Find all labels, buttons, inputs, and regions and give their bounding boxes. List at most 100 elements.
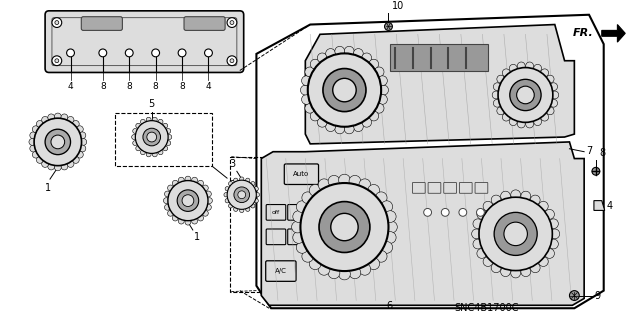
Circle shape: [353, 122, 364, 131]
Circle shape: [385, 232, 396, 243]
FancyBboxPatch shape: [45, 11, 244, 72]
Circle shape: [52, 18, 61, 27]
Circle shape: [296, 201, 308, 212]
Circle shape: [369, 59, 379, 69]
Circle shape: [492, 195, 501, 205]
Circle shape: [132, 129, 138, 133]
Circle shape: [534, 64, 541, 72]
Circle shape: [368, 184, 380, 196]
Circle shape: [234, 178, 238, 182]
Circle shape: [178, 49, 186, 57]
Circle shape: [164, 204, 170, 210]
Circle shape: [146, 152, 151, 157]
Text: off: off: [272, 210, 280, 215]
Circle shape: [509, 118, 517, 126]
Text: SNC4B1700C: SNC4B1700C: [454, 303, 518, 313]
Circle shape: [136, 146, 141, 151]
Circle shape: [67, 116, 74, 123]
Circle shape: [45, 129, 70, 155]
Circle shape: [163, 146, 168, 151]
Circle shape: [493, 99, 501, 107]
Circle shape: [339, 268, 350, 280]
Circle shape: [246, 207, 250, 211]
Circle shape: [33, 126, 39, 133]
FancyBboxPatch shape: [475, 182, 488, 193]
Circle shape: [541, 113, 548, 121]
Circle shape: [318, 263, 330, 275]
Circle shape: [293, 211, 305, 222]
Circle shape: [205, 191, 211, 197]
Text: 6: 6: [387, 301, 393, 311]
Text: 8: 8: [179, 82, 185, 91]
Text: 1: 1: [194, 232, 200, 242]
Circle shape: [477, 249, 486, 258]
Circle shape: [251, 204, 255, 208]
Circle shape: [492, 91, 500, 99]
FancyBboxPatch shape: [331, 229, 350, 245]
Circle shape: [239, 177, 244, 181]
Circle shape: [302, 192, 314, 204]
Circle shape: [385, 221, 397, 233]
Circle shape: [300, 85, 310, 95]
Circle shape: [255, 193, 260, 197]
Circle shape: [301, 76, 311, 85]
Circle shape: [317, 53, 327, 63]
Circle shape: [198, 180, 204, 186]
Circle shape: [310, 59, 320, 69]
Circle shape: [493, 83, 501, 91]
Circle shape: [349, 267, 361, 279]
Circle shape: [331, 213, 358, 241]
Circle shape: [381, 201, 392, 212]
Circle shape: [254, 199, 259, 203]
Circle shape: [309, 184, 321, 196]
Circle shape: [477, 208, 484, 216]
Circle shape: [353, 48, 364, 58]
Polygon shape: [261, 142, 584, 305]
Circle shape: [292, 221, 303, 233]
Text: 8: 8: [153, 82, 159, 91]
Text: 8: 8: [100, 82, 106, 91]
Circle shape: [239, 208, 244, 212]
Circle shape: [234, 207, 238, 211]
Circle shape: [525, 120, 534, 128]
Circle shape: [254, 187, 259, 191]
Circle shape: [143, 128, 161, 146]
Circle shape: [207, 198, 212, 204]
Circle shape: [379, 85, 388, 95]
Circle shape: [179, 177, 184, 183]
Circle shape: [362, 117, 372, 127]
Circle shape: [61, 114, 68, 121]
Circle shape: [472, 229, 481, 239]
Circle shape: [230, 59, 234, 63]
Circle shape: [164, 191, 170, 197]
Circle shape: [61, 163, 68, 170]
Circle shape: [592, 167, 600, 175]
Circle shape: [424, 208, 431, 216]
Text: 1: 1: [45, 183, 51, 193]
Circle shape: [166, 129, 171, 133]
FancyBboxPatch shape: [266, 261, 296, 281]
Circle shape: [548, 239, 558, 249]
Circle shape: [473, 239, 483, 249]
Circle shape: [168, 181, 208, 221]
Circle shape: [205, 204, 211, 210]
Bar: [230, 157, 375, 292]
Circle shape: [296, 241, 308, 253]
Circle shape: [374, 67, 384, 77]
Circle shape: [317, 117, 327, 127]
Text: 2: 2: [229, 180, 236, 190]
Circle shape: [30, 145, 36, 152]
Circle shape: [538, 201, 548, 211]
Circle shape: [152, 152, 157, 157]
Circle shape: [328, 267, 340, 279]
Bar: [115, 113, 212, 167]
FancyBboxPatch shape: [331, 204, 350, 220]
Circle shape: [202, 185, 208, 191]
FancyBboxPatch shape: [288, 204, 307, 220]
Circle shape: [509, 64, 517, 72]
Circle shape: [359, 263, 371, 275]
Circle shape: [483, 257, 493, 266]
Circle shape: [516, 86, 534, 104]
Circle shape: [172, 180, 178, 186]
Circle shape: [228, 204, 233, 208]
